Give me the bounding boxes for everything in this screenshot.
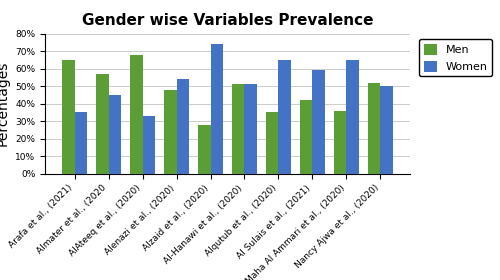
Bar: [198, 125, 210, 174]
Bar: [346, 60, 360, 174]
Bar: [312, 70, 326, 174]
Bar: [278, 60, 291, 174]
Bar: [210, 44, 224, 174]
Bar: [176, 79, 190, 174]
Y-axis label: Percentages: Percentages: [0, 61, 10, 146]
Bar: [62, 60, 74, 174]
Bar: [368, 83, 380, 174]
Bar: [266, 112, 278, 174]
Bar: [96, 74, 108, 174]
Bar: [164, 90, 176, 174]
Bar: [334, 111, 346, 174]
Bar: [130, 55, 142, 174]
Legend: Men, Women: Men, Women: [419, 39, 492, 76]
Bar: [244, 84, 258, 174]
Bar: [142, 116, 156, 174]
Bar: [380, 86, 394, 174]
Bar: [74, 112, 88, 174]
Bar: [232, 84, 244, 174]
Title: Gender wise Variables Prevalence: Gender wise Variables Prevalence: [82, 13, 373, 28]
Bar: [108, 95, 122, 174]
Bar: [300, 100, 312, 174]
